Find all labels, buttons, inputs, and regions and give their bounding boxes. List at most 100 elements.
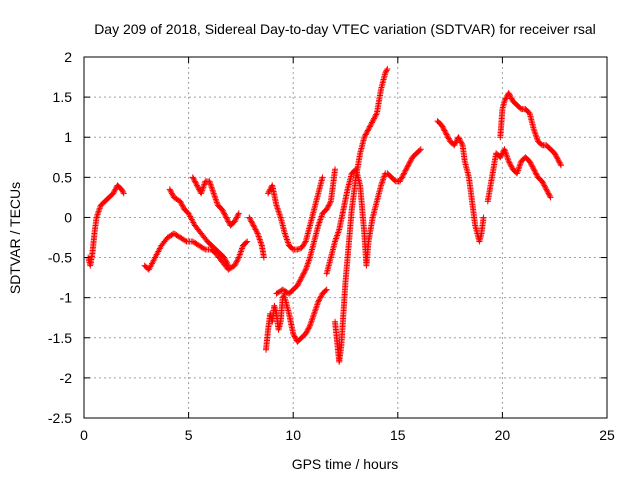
data-point bbox=[557, 160, 564, 167]
data-point bbox=[396, 178, 403, 185]
data-point bbox=[398, 174, 405, 181]
data-point bbox=[539, 179, 546, 186]
data-point bbox=[120, 190, 127, 197]
data-point bbox=[378, 180, 385, 187]
data-point bbox=[438, 122, 445, 129]
data-point bbox=[531, 127, 538, 134]
data-point bbox=[225, 218, 232, 225]
data-point bbox=[556, 159, 563, 166]
data-point bbox=[532, 130, 539, 137]
data-point bbox=[309, 315, 316, 322]
data-point bbox=[277, 212, 284, 219]
data-point bbox=[290, 330, 297, 337]
data-point bbox=[169, 191, 176, 198]
data-point bbox=[442, 130, 449, 137]
data-point bbox=[333, 233, 340, 240]
data-point bbox=[456, 135, 463, 142]
data-point bbox=[506, 91, 513, 98]
data-point bbox=[335, 227, 342, 234]
data-point bbox=[253, 227, 260, 234]
data-point bbox=[233, 215, 240, 222]
data-point bbox=[305, 259, 312, 266]
data-point bbox=[441, 127, 448, 134]
data-point bbox=[95, 208, 102, 215]
data-point bbox=[208, 182, 215, 189]
data-point bbox=[95, 209, 102, 216]
data-point bbox=[543, 186, 550, 193]
data-point bbox=[504, 153, 511, 160]
data-point bbox=[316, 217, 323, 224]
data-point bbox=[319, 174, 326, 181]
x-tick-label: 25 bbox=[599, 427, 615, 443]
data-point bbox=[508, 95, 515, 102]
data-point bbox=[455, 134, 462, 141]
data-point bbox=[443, 131, 450, 138]
data-point bbox=[265, 190, 272, 197]
data-point bbox=[532, 168, 539, 175]
data-point bbox=[362, 132, 369, 139]
data-point bbox=[256, 236, 263, 243]
data-point bbox=[398, 175, 405, 182]
data-point bbox=[362, 131, 369, 138]
data-point bbox=[379, 177, 386, 184]
data-point bbox=[405, 162, 412, 169]
data-point bbox=[193, 182, 200, 189]
data-point bbox=[212, 196, 219, 203]
data-point bbox=[212, 194, 219, 201]
data-point bbox=[306, 324, 313, 331]
data-point bbox=[557, 162, 564, 169]
y-axis-label: SDTVAR / TECUs bbox=[7, 182, 23, 294]
data-point bbox=[237, 250, 244, 257]
data-point bbox=[291, 333, 298, 340]
data-point bbox=[458, 139, 465, 146]
data-point bbox=[94, 211, 101, 218]
data-point bbox=[442, 128, 449, 135]
data-point bbox=[325, 202, 332, 209]
data-point bbox=[190, 175, 197, 182]
data-point bbox=[445, 135, 452, 142]
data-point bbox=[297, 277, 304, 284]
data-point bbox=[505, 90, 512, 97]
series-track-3 bbox=[166, 186, 232, 269]
data-point bbox=[222, 213, 229, 220]
y-tick-label: 1.5 bbox=[53, 89, 73, 105]
data-point bbox=[332, 166, 339, 173]
data-point bbox=[237, 248, 244, 255]
data-point bbox=[407, 158, 414, 165]
data-point bbox=[178, 201, 185, 208]
data-point bbox=[313, 303, 320, 310]
data-point bbox=[166, 186, 173, 193]
data-point bbox=[298, 274, 305, 281]
data-point bbox=[498, 152, 505, 159]
data-point bbox=[179, 202, 186, 209]
data-point bbox=[382, 68, 389, 75]
data-point bbox=[305, 257, 312, 264]
data-point bbox=[379, 179, 386, 186]
data-point bbox=[224, 261, 231, 268]
data-point bbox=[440, 126, 447, 133]
data-point bbox=[373, 111, 380, 118]
data-point bbox=[257, 239, 264, 246]
data-markers bbox=[85, 66, 564, 365]
data-point bbox=[220, 209, 227, 216]
data-point bbox=[364, 127, 371, 134]
data-point bbox=[177, 199, 184, 206]
data-point bbox=[223, 215, 230, 222]
data-point bbox=[275, 206, 282, 213]
data-point bbox=[223, 259, 230, 266]
data-point bbox=[401, 168, 408, 175]
data-point bbox=[371, 115, 378, 122]
data-point bbox=[327, 199, 334, 206]
data-point bbox=[168, 189, 175, 196]
data-point bbox=[246, 215, 253, 222]
series-track-1 bbox=[85, 182, 127, 269]
data-point bbox=[243, 239, 250, 246]
data-point bbox=[180, 203, 187, 210]
data-point bbox=[294, 246, 301, 253]
data-point bbox=[316, 219, 323, 226]
data-point bbox=[516, 164, 523, 171]
data-point bbox=[233, 214, 240, 221]
data-point bbox=[527, 159, 534, 166]
data-point bbox=[380, 174, 387, 181]
chart-title: Day 209 of 2018, Sidereal Day-to-day VTE… bbox=[94, 21, 596, 37]
